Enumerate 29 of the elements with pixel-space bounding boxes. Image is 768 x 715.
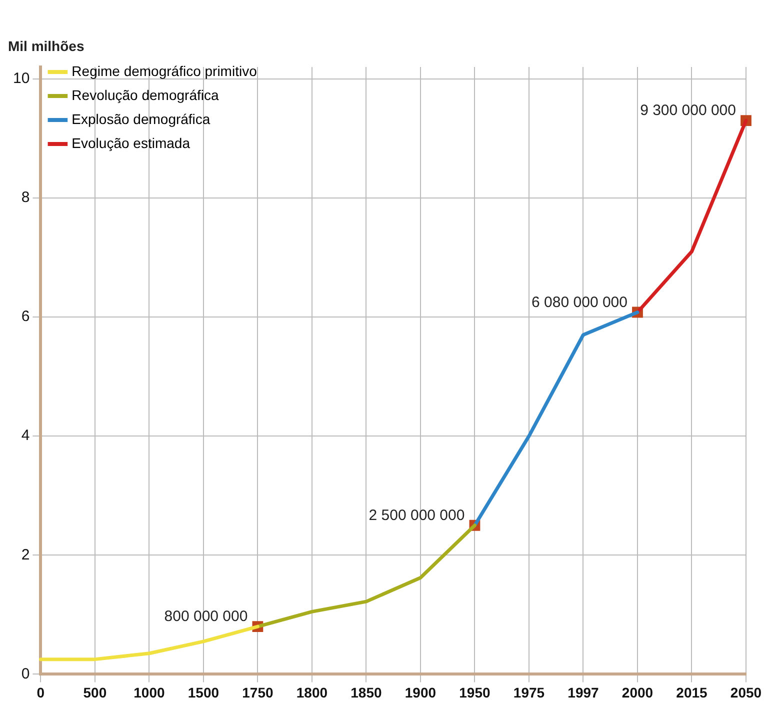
y-tick-label: 8 (21, 189, 30, 206)
legend-label: Revolução demográfica (72, 86, 219, 103)
x-tick-label: 1900 (404, 684, 436, 700)
x-tick-label: 1750 (242, 684, 274, 700)
x-tick-label: 2015 (676, 684, 708, 700)
legend-label: Evolução estimada (72, 134, 190, 151)
x-tick-label: 500 (83, 684, 107, 700)
y-tick-label: 4 (21, 427, 30, 444)
y-tick-label: 2 (21, 546, 30, 564)
y-tick-label: 10 (12, 70, 30, 88)
x-tick-label: 0 (36, 684, 45, 700)
x-tick-label: 2000 (622, 684, 654, 700)
x-tick-label: 1975 (513, 684, 545, 700)
x-tick-label: 1800 (296, 684, 328, 700)
x-tick-label: 2050 (730, 684, 762, 700)
legend-label: Regime demográfico primitivo (72, 62, 258, 79)
x-tick-label: 1950 (459, 684, 491, 700)
x-tick-label: 1850 (350, 684, 382, 700)
y-tick-label: 6 (21, 308, 30, 326)
y-tick-label: 0 (21, 665, 30, 682)
x-tick-label: 1000 (134, 684, 165, 700)
x-tick-label: 1500 (188, 684, 220, 700)
y-axis-title: Mil milhões (8, 38, 84, 54)
x-tick-label: 1997 (568, 684, 600, 700)
annotation: 6 080 000 000 (532, 294, 628, 311)
annotation: 9 300 000 000 (640, 102, 736, 120)
legend-label: Explosão demográfica (72, 110, 210, 127)
annotation: 800 000 000 (164, 608, 248, 626)
annotation: 2 500 000 000 (368, 507, 465, 524)
